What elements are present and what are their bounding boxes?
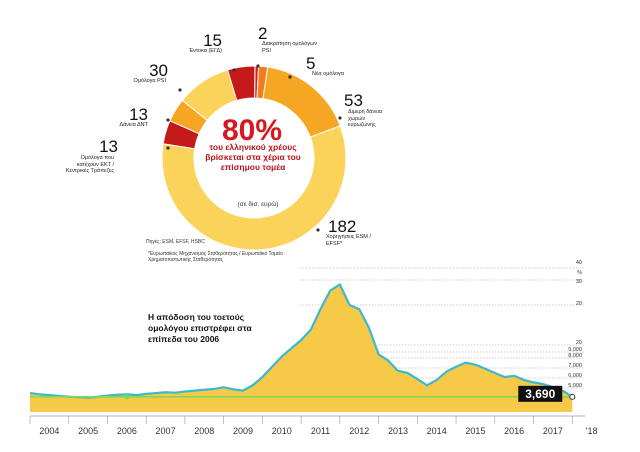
center-percent: 80% <box>222 114 282 147</box>
slice-label-box-7: Έντοκα (ΕΓΔ) <box>188 48 222 54</box>
y-tick-7: 7,000 <box>568 363 582 369</box>
slice-value-3: 182 <box>328 217 356 236</box>
slice-leader-dot-4 <box>166 146 170 150</box>
slice-value-1: 5 <box>306 54 315 73</box>
slice-label-box-3: Χορηγήσεις ESM / EFSF* <box>326 234 371 247</box>
x-tick-2: 2006 <box>117 426 137 436</box>
x-tick-5: 2009 <box>233 426 253 436</box>
x-tick-10: 2014 <box>427 426 447 436</box>
last-value-label: 3,690 <box>525 387 555 401</box>
slice-leader-dot-6 <box>178 88 182 92</box>
y-tick-9: 5,000 <box>568 383 582 389</box>
slice-value-6: 30 <box>149 61 168 80</box>
footnote: *Ευρωπαϊκός Μηχανισμός Σταθερότητας / Ευ… <box>148 251 283 263</box>
center-subtitle: του ελληνικού χρέους βρίσκεται στα χέρια… <box>205 142 301 172</box>
slice-value-7: 15 <box>203 31 222 50</box>
slice-leader-dot-0 <box>256 64 260 68</box>
footnote-box: *Ευρωπαϊκός Μηχανισμός Σταθερότητας / Ευ… <box>148 251 283 263</box>
last-value-badge <box>518 385 563 402</box>
y-tick-2: 30 <box>576 279 582 285</box>
slice-value-0: 2 <box>258 24 267 43</box>
slice-value-2: 53 <box>344 91 363 110</box>
y-tick-0: 40 <box>576 260 582 266</box>
x-tick-1: 2005 <box>78 426 98 436</box>
yield-area <box>30 284 573 412</box>
slice-label-5: Δάνεια ΔΝΤ <box>119 122 148 128</box>
y-tick-8: 6,000 <box>568 373 582 379</box>
slice-label-4: Ομόλογα που κατέχουν ΕΚΤ / Κεντρικές Τρά… <box>65 155 114 174</box>
slice-label-1: Νέα ομόλογα <box>312 71 344 77</box>
yield-line <box>29 283 573 399</box>
chart-note-box: Η απόδοση του τοετούς ομολόγου επιστρέφε… <box>148 312 252 344</box>
slice-label-box-5: Δάνεια ΔΝΤ <box>119 122 148 128</box>
baseline-start-dot <box>124 394 130 400</box>
x-tick-12: 2016 <box>504 426 524 436</box>
y-tick-5: 9,000 <box>568 347 582 353</box>
yield-chart: 3,69040%3020209,0008,0007,0006,0005,0002… <box>29 260 598 436</box>
y-tick-3: 20 <box>576 301 582 307</box>
donut-chart <box>161 65 347 251</box>
last-point-dot <box>569 393 576 400</box>
slice-label-7: Έντοκα (ΕΓΔ) <box>188 48 222 54</box>
slice-label-box-6: Ομόλογα PSI <box>133 78 166 84</box>
x-tick-4: 2008 <box>194 426 214 436</box>
slice-leader-dot-1 <box>288 75 292 79</box>
source-note: Πηγές: ESM, EFSF, HSBC <box>146 238 205 245</box>
slice-leader-dot-5 <box>166 118 170 122</box>
donut-hole <box>194 98 314 218</box>
x-tick-3: 2007 <box>156 426 176 436</box>
x-tick-8: 2012 <box>349 426 369 436</box>
unit-label: (σε δισ. ευρώ) <box>238 200 279 208</box>
donut-center: 80% του ελληνικού χρέους βρίσκεται στα χ… <box>205 114 301 208</box>
slice-value-4: 13 <box>99 137 118 156</box>
center-subtitle-box: του ελληνικού χρέους βρίσκεται στα χέρια… <box>205 142 301 172</box>
y-tick-6: 8,000 <box>568 353 582 359</box>
x-tick-14: '18 <box>586 426 598 436</box>
slice-leader-dot-3 <box>316 228 320 232</box>
slice-label-3: Χορηγήσεις ESM / EFSF* <box>326 234 371 247</box>
y-tick-1: % <box>577 270 582 276</box>
slice-leader-dot-2 <box>338 116 342 120</box>
x-tick-0: 2004 <box>39 426 59 436</box>
x-tick-9: 2013 <box>388 426 408 436</box>
slice-leader-dot-7 <box>232 68 236 72</box>
slice-label-box-4: Ομόλογα που κατέχουν ΕΚΤ / Κεντρικές Τρά… <box>65 155 114 174</box>
slice-value-5: 13 <box>129 105 148 124</box>
x-tick-6: 2010 <box>272 426 292 436</box>
y-tick-4: 20 <box>576 340 582 346</box>
slice-label-box-1: Νέα ομόλογα <box>312 71 344 77</box>
x-tick-13: 2017 <box>543 426 563 436</box>
chart-note: Η απόδοση του τοετούς ομολόγου επιστρέφε… <box>148 312 252 344</box>
slice-label-box-0: Διακράτηση ομολόγων PSI <box>262 41 318 54</box>
slice-label-6: Ομόλογα PSI <box>133 78 166 84</box>
x-tick-7: 2011 <box>311 426 330 436</box>
slice-label-2: Διμερή δάνεια χωρών ευρωζώνης <box>348 109 383 128</box>
slice-label-0: Διακράτηση ομολόγων PSI <box>262 41 318 54</box>
x-tick-11: 2015 <box>465 426 485 436</box>
slice-label-box-2: Διμερή δάνεια χωρών ευρωζώνης <box>348 109 383 128</box>
